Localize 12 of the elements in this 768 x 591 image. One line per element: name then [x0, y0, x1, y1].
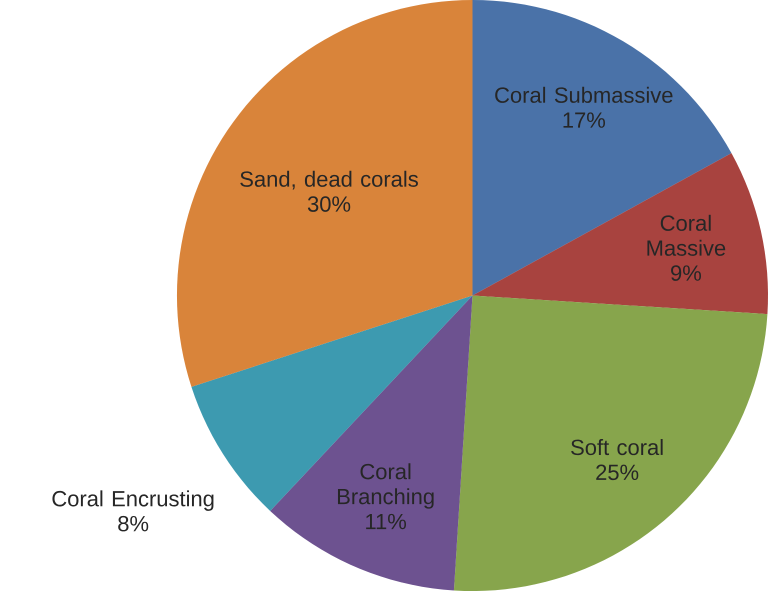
data-label: 17% [564, 112, 605, 128]
data-label: 8% [118, 516, 148, 532]
data-label: 30% [308, 196, 350, 212]
slice-label: Coral Encrusting [52, 490, 214, 511]
data-label: 9% [671, 265, 701, 281]
data-label: 11% [366, 514, 406, 530]
slice-label: Soft coral [571, 439, 663, 456]
slice-label: Coral Branching [338, 463, 434, 509]
data-label: 25% [596, 464, 638, 480]
slice-label: Coral Massive [647, 214, 726, 256]
slice-label: Sand, dead corals [240, 170, 418, 190]
slice-label: Coral Submassive [495, 86, 673, 103]
